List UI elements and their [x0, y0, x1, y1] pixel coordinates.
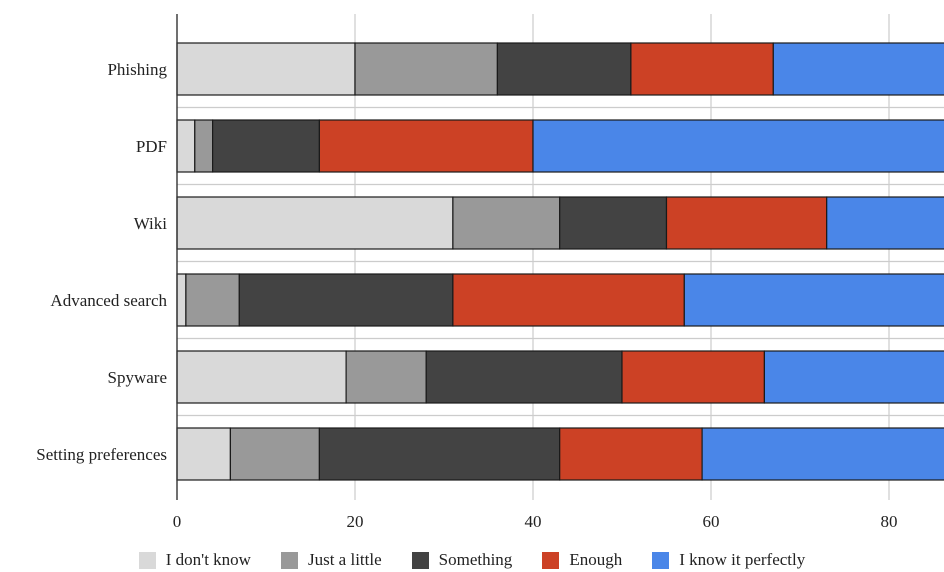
bar-segment — [559, 427, 703, 481]
x-tick-label: 80 — [881, 512, 898, 531]
category-label: Spyware — [108, 368, 167, 387]
x-tick-label: 0 — [173, 512, 182, 531]
legend-swatch — [652, 551, 670, 569]
bar-segment — [176, 350, 347, 404]
x-tick-label: 20 — [347, 512, 364, 531]
bar-segment — [354, 42, 498, 96]
bar-segment — [452, 196, 561, 250]
legend-item: I don't know — [138, 550, 251, 570]
legend-swatch — [138, 551, 156, 569]
bar-segment — [194, 119, 214, 173]
category-label: Wiki — [134, 214, 168, 233]
legend-label: I don't know — [165, 550, 251, 569]
category-label: Advanced search — [50, 291, 167, 310]
bar-segment — [176, 119, 196, 173]
bar-segment — [238, 273, 454, 327]
legend-item: Enough — [542, 550, 622, 570]
category-label: PDF — [136, 137, 167, 156]
legend-swatch — [280, 551, 298, 569]
bar-segment — [345, 350, 427, 404]
bar-segment — [212, 119, 321, 173]
x-tick-labels: 0 20 40 60 80 — [173, 512, 898, 531]
legend-label: Something — [438, 550, 513, 569]
legend-label: Just a little — [307, 550, 382, 569]
category-label: Setting preferences — [36, 445, 167, 464]
bar-segment — [630, 42, 774, 96]
bar-segment — [318, 427, 561, 481]
x-tick-label: 40 — [525, 512, 542, 531]
bar-segment — [532, 119, 944, 173]
legend-item: Just a little — [280, 550, 382, 570]
category-labels: Phishing PDF Wiki Advanced search Spyware Set… — [36, 60, 167, 464]
legend-swatch — [542, 551, 560, 569]
bars — [176, 42, 944, 481]
bar-segment — [683, 273, 944, 327]
legend-item: Something — [411, 550, 513, 570]
bar-segment — [621, 350, 765, 404]
x-tick-label: 60 — [703, 512, 720, 531]
bar-segment — [176, 42, 356, 96]
bar-segment — [496, 42, 632, 96]
legend-swatch — [411, 551, 429, 569]
legend-label: I know it perfectly — [679, 550, 806, 569]
bar-segment — [185, 273, 240, 327]
bar-segment — [763, 350, 944, 404]
legend: I don't know Just a little Something Enough… — [0, 548, 944, 572]
bar-segment — [826, 196, 944, 250]
bar-segment — [425, 350, 623, 404]
bar-segment — [229, 427, 320, 481]
bar-segment — [452, 273, 685, 327]
bar-segment — [176, 427, 232, 481]
legend-label: Enough — [569, 550, 623, 569]
bar-segment — [665, 196, 828, 250]
bar-segment — [559, 196, 668, 250]
bar-segment — [318, 119, 534, 173]
bar-segment — [176, 273, 187, 327]
legend-item: I know it perfectly — [652, 550, 805, 570]
bar-segment — [176, 196, 454, 250]
bar-segment — [701, 427, 944, 481]
category-label: Phishing — [107, 60, 167, 79]
bar-segment — [772, 42, 944, 96]
